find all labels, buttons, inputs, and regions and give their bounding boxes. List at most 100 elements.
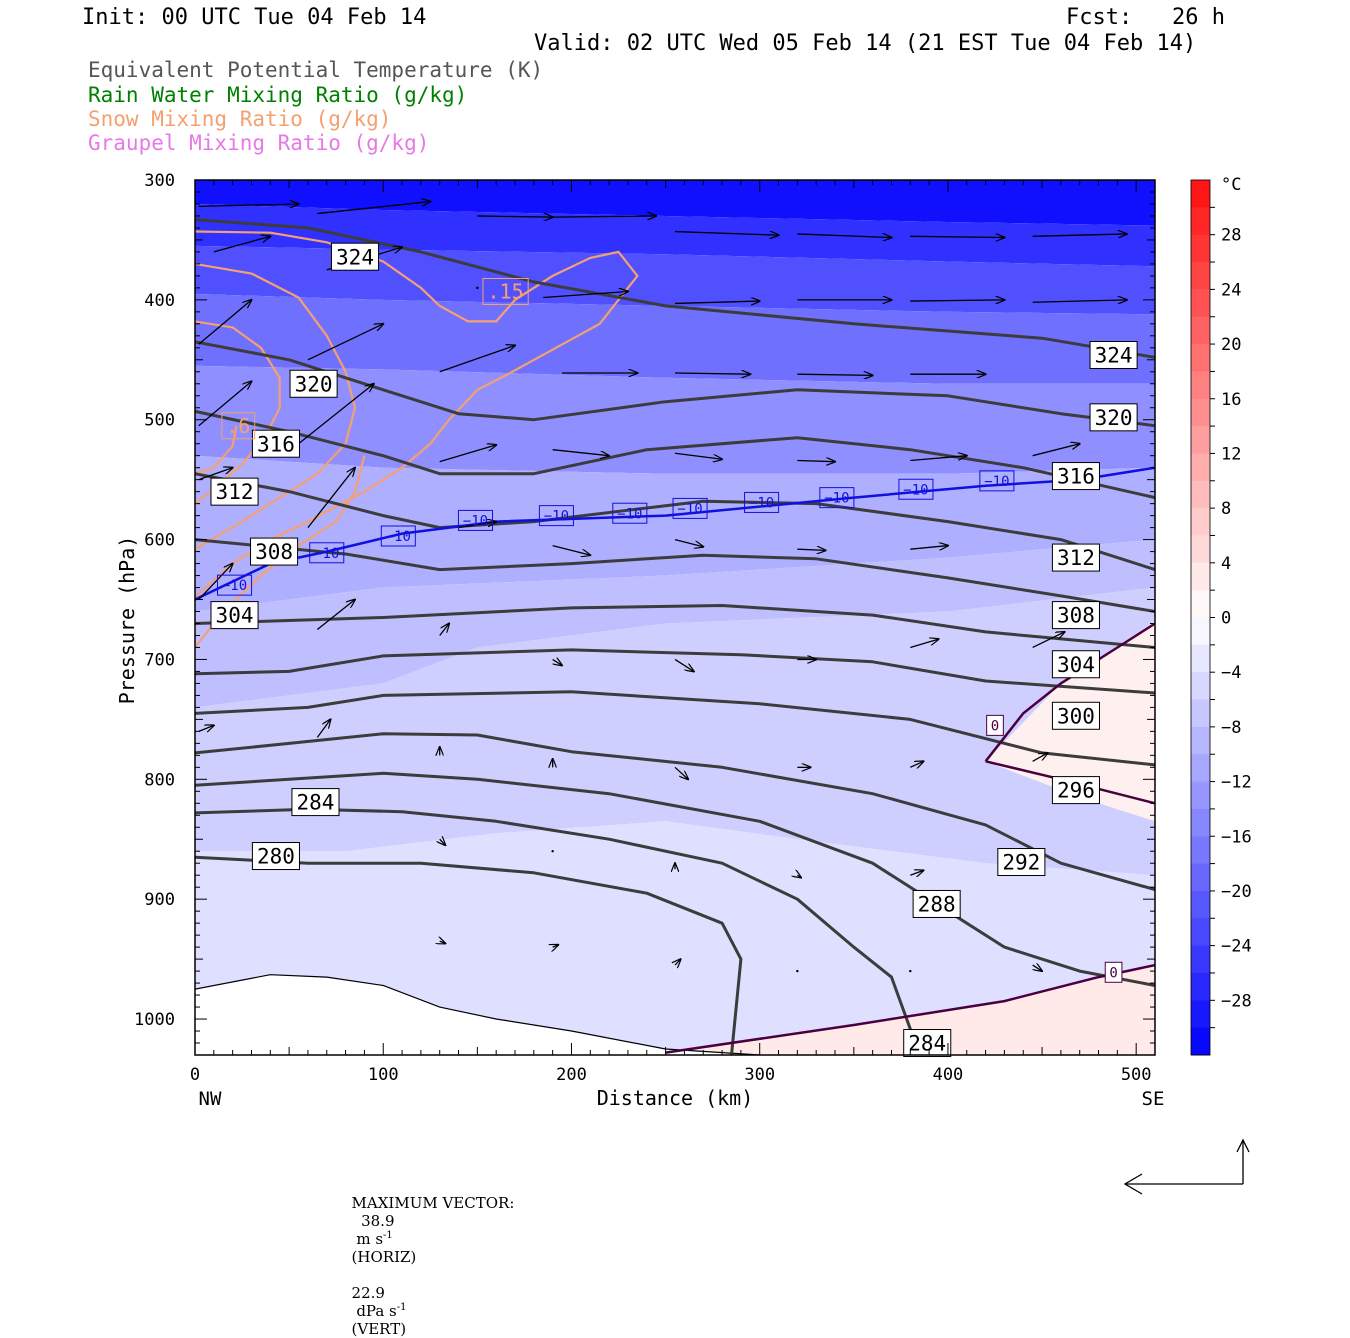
temperature-band-5: [195, 455, 1155, 612]
isotherm-zero-0: [984, 622, 1155, 763]
wind-vector: [440, 941, 446, 943]
colorbar-segment: [1191, 508, 1210, 536]
theta-e-label: 300: [1051, 701, 1100, 730]
wind-vector: [797, 549, 825, 550]
colorbar-tick-label: 28: [1221, 226, 1241, 246]
horiz-exponent: -1: [383, 1230, 393, 1241]
vert-value: 22.9: [351, 1284, 385, 1302]
x-tick-label: 0: [190, 1065, 200, 1085]
x-end-label-right: SE: [1142, 1088, 1165, 1110]
wind-vector: [552, 449, 609, 456]
colorbar-tick-label: −8: [1221, 718, 1241, 738]
theta-e-label: 304: [1051, 650, 1100, 679]
horiz-value: 38.9: [361, 1212, 395, 1230]
isotherm-minus10-label: −10: [457, 509, 493, 531]
colorbar-segment: [1191, 945, 1210, 974]
wind-vector: [198, 204, 299, 206]
wind-vector: [316, 719, 330, 738]
wind-vector: [198, 725, 214, 731]
svg-text:304: 304: [216, 604, 254, 628]
theta-e-label: 304: [210, 601, 259, 630]
theta-e-label: 292: [997, 848, 1046, 877]
wind-vector: [552, 659, 562, 665]
x-tick-label: 300: [744, 1065, 775, 1085]
x-end-label-left: NW: [199, 1088, 222, 1110]
wind-vector: [910, 639, 938, 649]
isotherm-zero-label: 0: [1104, 961, 1123, 983]
colorbar-segment: [1191, 918, 1210, 947]
snow-label: .15: [482, 277, 529, 305]
legend-graupel: Graupel Mixing Ratio (g/kg): [88, 131, 430, 155]
wind-vector: [674, 658, 694, 671]
colorbar-segment: [1191, 535, 1210, 564]
temperature-band-8: [195, 821, 1155, 1055]
svg-text:284: 284: [297, 791, 335, 815]
y-tick-label: 900: [144, 890, 175, 910]
vert-exponent: -1: [396, 1302, 407, 1313]
svg-text:−10: −10: [824, 491, 849, 507]
isotherm-minus10-label: −10: [744, 491, 780, 513]
wind-vector: [317, 202, 430, 215]
svg-text:316: 316: [257, 432, 295, 456]
colorbar-segment: [1191, 207, 1210, 236]
wind-vector: [910, 300, 1004, 301]
forecast-hour: Fcst: 26 h: [1066, 5, 1225, 30]
ref-arrow-vertical-head-icon: [1236, 1138, 1250, 1153]
wind-vector: [543, 291, 628, 299]
svg-text:.6: .6: [226, 414, 250, 438]
wind-vector: [674, 301, 760, 303]
colorbar-tick-label: −12: [1221, 773, 1252, 793]
wind-vector: [674, 452, 722, 459]
colorbar-segment: [1191, 617, 1210, 646]
theta-e-label: 320: [1089, 403, 1138, 432]
svg-text:−10: −10: [903, 482, 928, 498]
theta-e-label: 312: [210, 477, 259, 506]
theta-e-contour-304: [195, 604, 1155, 649]
y-axis-label: Pressure (hPa): [115, 536, 139, 705]
vert-unit: dPa s: [356, 1302, 397, 1320]
wind-vector: [797, 460, 835, 461]
svg-text:296: 296: [1057, 779, 1095, 803]
wind-vector: [674, 766, 688, 779]
theta-e-label: 324: [1089, 341, 1138, 369]
y-tick-label: 400: [144, 291, 175, 311]
wind-vector: [1032, 300, 1127, 302]
wind-vector: [797, 875, 801, 877]
svg-text:−10: −10: [749, 495, 774, 511]
svg-text:312: 312: [1057, 546, 1095, 570]
svg-text:316: 316: [1057, 465, 1095, 489]
colorbar-segment: [1191, 426, 1210, 454]
wind-vector: [439, 345, 515, 373]
legend-rain: Rain Water Mixing Ratio (g/kg): [88, 83, 468, 107]
theta-e-label: 288: [912, 889, 961, 918]
colorbar-tick-label: 12: [1221, 444, 1241, 464]
svg-text:−10: −10: [984, 474, 1009, 490]
temperature-band-6: [195, 539, 1155, 708]
wind-vector: [1032, 444, 1080, 457]
y-tick-label: 600: [144, 531, 175, 551]
wind-vector: [1032, 753, 1048, 762]
colorbar-segment: [1191, 781, 1210, 810]
colorbar-segment: [1191, 398, 1210, 427]
x-tick-label: 100: [368, 1065, 399, 1085]
wind-vector: [477, 216, 552, 217]
wind-vector: [1032, 965, 1042, 971]
colorbar-segment: [1191, 316, 1210, 345]
ref-arrow-horizontal-head-icon: [1123, 1173, 1143, 1195]
svg-text:300: 300: [1057, 704, 1095, 728]
colorbar-segment: [1191, 371, 1210, 400]
wind-vector: [198, 381, 252, 427]
svg-text:−10: −10: [386, 529, 411, 545]
colorbar-segment: [1191, 289, 1210, 318]
svg-text:320: 320: [295, 372, 333, 396]
wind-vector: [796, 969, 799, 973]
wind-vector: [797, 374, 872, 375]
colorbar-segment: [1191, 180, 1210, 208]
wind-vector: [552, 544, 591, 556]
theta-e-label: 284: [903, 1029, 952, 1058]
colorbar-segment: [1191, 590, 1210, 618]
svg-text:324: 324: [336, 245, 374, 269]
theta-e-contour-292: [195, 732, 1155, 892]
colorbar-tick-label: 20: [1221, 335, 1241, 355]
wind-vector: [910, 236, 1004, 237]
